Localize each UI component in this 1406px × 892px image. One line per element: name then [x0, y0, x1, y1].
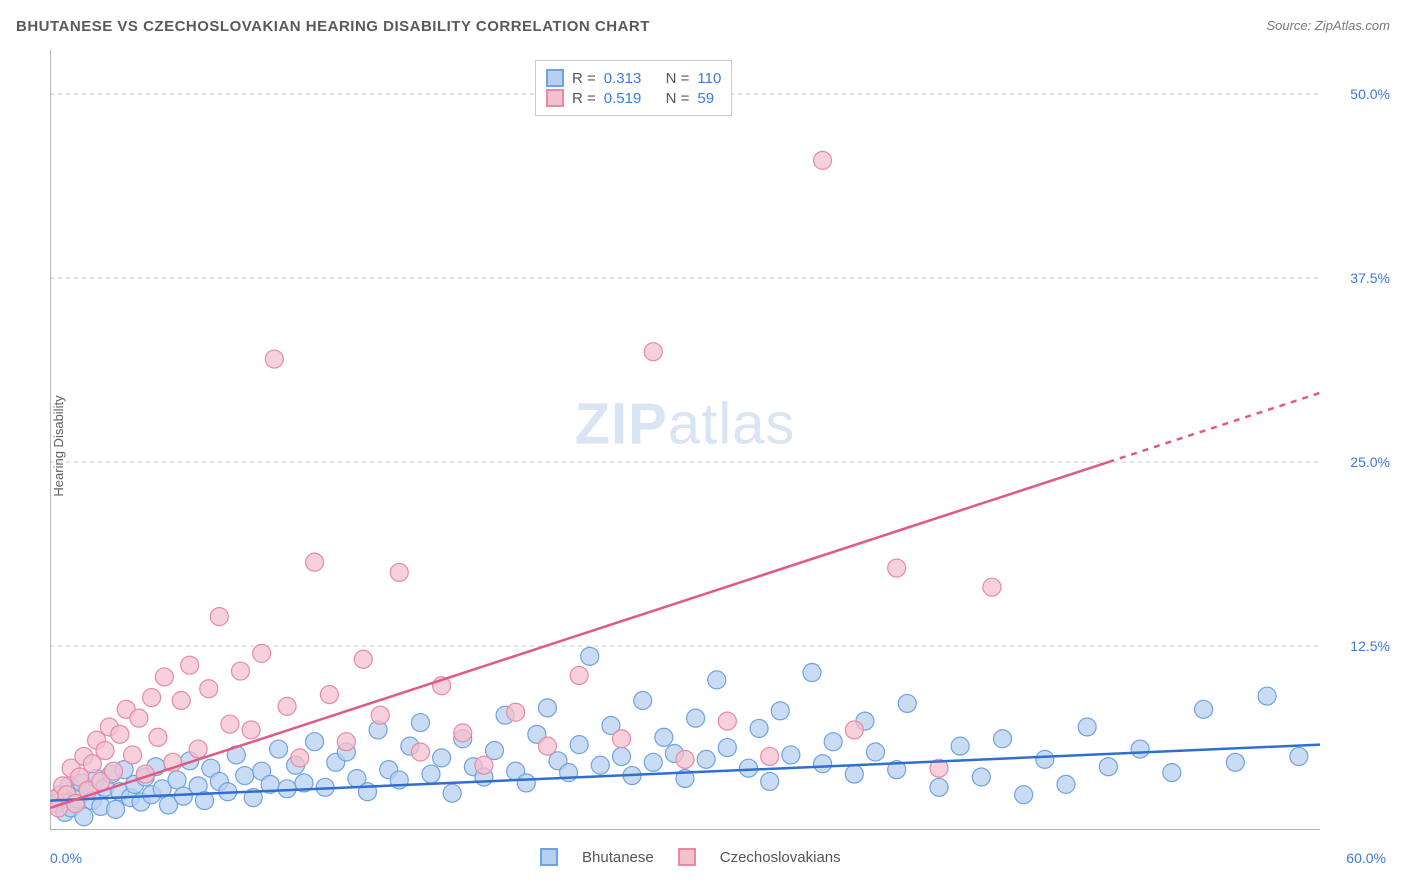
source-attribution: Source: ZipAtlas.com — [1266, 18, 1390, 33]
correlation-row-czech: R = 0.519 N = 59 — [546, 89, 721, 107]
legend-swatch-bhutanese — [540, 848, 558, 866]
n-value: 110 — [697, 70, 721, 87]
source-name: ZipAtlas.com — [1315, 18, 1390, 33]
correlation-row-bhutanese: R = 0.313 N = 110 — [546, 69, 721, 87]
swatch-bhutanese — [546, 69, 564, 87]
series-legend: Bhutanese Czechoslovakians — [540, 848, 841, 866]
plot-area: ZIPatlas — [50, 50, 1320, 830]
legend-label-czech: Czechoslovakians — [720, 849, 841, 866]
y-tick-label: 50.0% — [1350, 86, 1390, 102]
x-axis-min-label: 0.0% — [50, 850, 82, 866]
x-axis-max-label: 60.0% — [1346, 850, 1386, 866]
r-label: R = — [572, 70, 596, 87]
chart-container: BHUTANESE VS CZECHOSLOVAKIAN HEARING DIS… — [0, 0, 1406, 892]
n-label: N = — [666, 90, 690, 107]
r-value: 0.313 — [604, 70, 642, 87]
legend-label-bhutanese: Bhutanese — [582, 849, 654, 866]
y-tick-label: 25.0% — [1350, 454, 1390, 470]
y-tick-label: 12.5% — [1350, 638, 1390, 654]
r-value: 0.519 — [604, 90, 642, 107]
y-tick-label: 37.5% — [1350, 270, 1390, 286]
swatch-czech — [546, 89, 564, 107]
scatter-chart-svg — [50, 50, 1320, 830]
n-value: 59 — [697, 90, 714, 107]
correlation-legend: R = 0.313 N = 110 R = 0.519 N = 59 — [535, 60, 732, 116]
source-prefix: Source: — [1266, 18, 1314, 33]
r-label: R = — [572, 90, 596, 107]
n-label: N = — [666, 70, 690, 87]
chart-title: BHUTANESE VS CZECHOSLOVAKIAN HEARING DIS… — [16, 18, 650, 35]
legend-swatch-czech — [678, 848, 696, 866]
